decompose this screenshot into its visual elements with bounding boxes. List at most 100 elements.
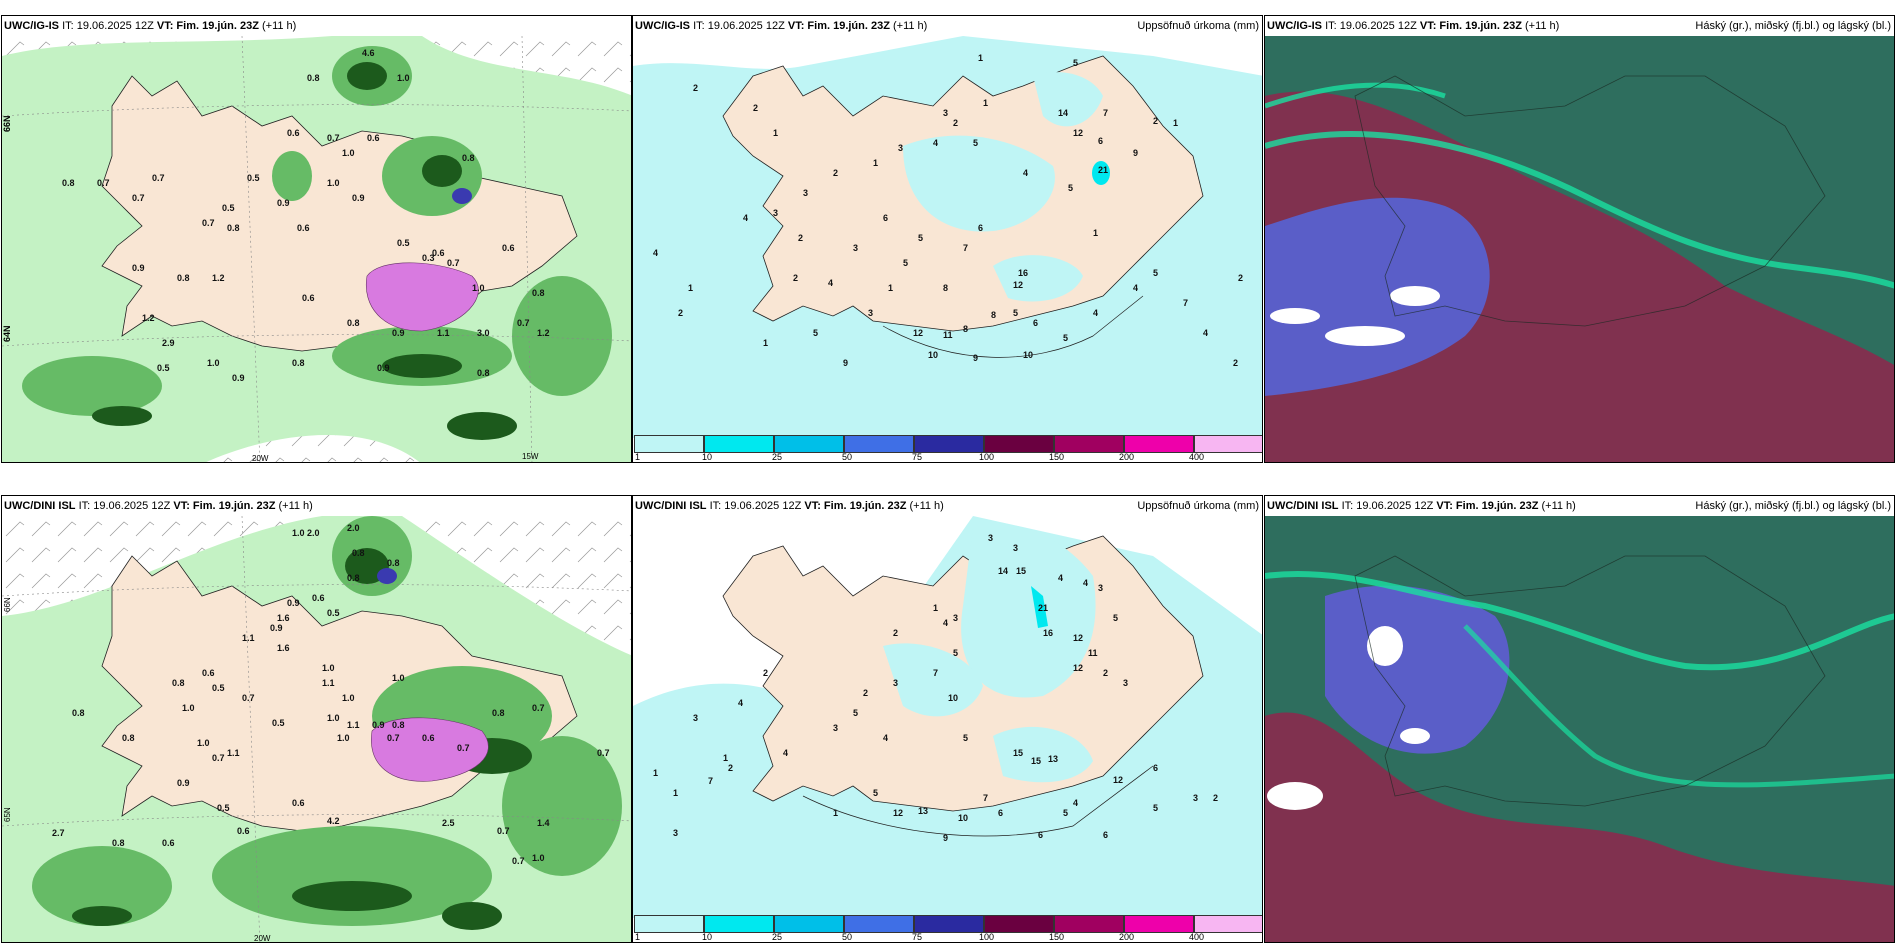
wind-value-label: 0.6: [297, 223, 310, 233]
wind-value-label: 0.7: [97, 178, 110, 188]
precip-value-label: 4: [1093, 308, 1098, 318]
panel-header: UWC/IG-IS IT: 19.06.2025 12Z VT: Fim. 19…: [2, 16, 631, 36]
lon-label-15w: 15W: [522, 452, 539, 461]
precip-value-label: 12: [1073, 128, 1083, 138]
wind-value-label: 0.9: [372, 720, 385, 730]
panel-clouds-ig-is: UWC/IG-IS IT: 19.06.2025 12Z VT: Fim. 19…: [1264, 15, 1895, 463]
precip-value-label: 10: [928, 350, 938, 360]
precip-value-label: 4: [1073, 798, 1078, 808]
lat-label-66n: 66N: [2, 115, 12, 132]
model-name: UWC/IG-IS: [4, 20, 59, 32]
precip-value-label: 1: [653, 768, 658, 778]
precip-value-label: 12: [913, 328, 923, 338]
precip-value-label: 8: [943, 283, 948, 293]
wind-value-label: 1.1: [347, 720, 360, 730]
precip-value-label: 5: [918, 233, 923, 243]
wind-value-label: 0.7: [212, 753, 225, 763]
clear-sky-patches: [1267, 626, 1430, 810]
precip-value-label: 1: [1093, 228, 1098, 238]
precip-value-label: 9: [1133, 148, 1138, 158]
precip-value-label: 3: [853, 243, 858, 253]
init-time: IT: 19.06.2025 12Z: [78, 500, 171, 512]
wind-value-label: 0.6: [237, 826, 250, 836]
precip-value-label: 3: [893, 678, 898, 688]
wind-value-label: 3.0: [477, 328, 490, 338]
precip-value-label: 8: [991, 310, 996, 320]
precip-value-label: 2: [893, 628, 898, 638]
precip-value-label: 4: [828, 278, 833, 288]
wind-value-label: 0.6: [312, 593, 325, 603]
precip-value-label: 6: [1153, 763, 1158, 773]
wind-value-label: 0.9: [377, 363, 390, 373]
wind-value-label: 0.7: [242, 693, 255, 703]
wind-value-label: 4.2: [327, 816, 340, 826]
wind-value-label: 1.0: [342, 693, 355, 703]
wind-value-label: 2.0: [307, 528, 320, 538]
precip-value-label: 6: [1033, 318, 1038, 328]
wind-value-label: 1.0: [327, 178, 340, 188]
model-name: UWC/IG-IS: [1267, 20, 1322, 32]
model-name: UWC/DINI ISL: [4, 500, 76, 512]
legend-swatch: [844, 915, 914, 933]
wind-value-label: 0.7: [387, 733, 400, 743]
precip-value-label: 4: [1133, 283, 1138, 293]
precip-value-label: 3: [833, 723, 838, 733]
lon-label-20w: 20W: [252, 454, 269, 463]
precip-value-label: 16: [1043, 628, 1053, 638]
precip-value-label: 10: [948, 693, 958, 703]
legend-swatch: [634, 435, 704, 453]
legend-tick: 75: [912, 452, 923, 462]
precip-value-label: 1: [873, 158, 878, 168]
precip-value-label: 11: [943, 330, 953, 340]
legend-swatch: [914, 435, 984, 453]
precip-value-label: 2: [1103, 668, 1108, 678]
precip-value-label: 6: [978, 223, 983, 233]
precip-value-label: 1: [673, 788, 678, 798]
precip-value-label: 2: [953, 118, 958, 128]
precip-legend: 1 10 25 50 75 100 150 200 400: [634, 915, 1262, 942]
wind-value-label: 0.8: [492, 708, 505, 718]
cloud-low-area: [1265, 712, 1894, 942]
lon-label-20w: 20W: [254, 934, 271, 943]
wind-value-label: 0.5: [327, 608, 340, 618]
wind-value-label: 1.0: [182, 703, 195, 713]
legend-tick: 150: [1049, 932, 1065, 942]
precip-value-label: 3: [953, 613, 958, 623]
precip-value-label: 4: [943, 618, 948, 628]
wind-value-label: 0.5: [247, 173, 260, 183]
precip-value-label: 6: [1098, 136, 1103, 146]
precip-value-label: 4: [1203, 328, 1208, 338]
precip-value-label: 21: [1038, 603, 1048, 613]
precip-value-label: 16: [1018, 268, 1028, 278]
legend-swatch: [984, 915, 1054, 933]
precip-value-label: 2: [678, 308, 683, 318]
panel-wind-ig-is: UWC/IG-IS IT: 19.06.2025 12Z VT: Fim. 19…: [1, 15, 632, 463]
lead-time: (+11 h): [278, 500, 313, 512]
precip-value-label: 6: [883, 213, 888, 223]
wind-value-label: 0.7: [327, 133, 340, 143]
coastline: [1354, 75, 1826, 327]
wind-value-label: 1.0: [342, 148, 355, 158]
precip-value-label: 13: [918, 806, 928, 816]
precip-value-label: 6: [998, 808, 1003, 818]
precip-value-label: 5: [1068, 183, 1073, 193]
cloud-edge-contour: [1265, 571, 1894, 671]
precip-max-area: [452, 188, 472, 204]
wind-value-label: 0.7: [132, 193, 145, 203]
precip-value-label: 2: [863, 688, 868, 698]
legend-swatch: [774, 915, 844, 933]
precip-value-label: 3: [673, 828, 678, 838]
precip-value-label: 5: [903, 258, 908, 268]
legend-swatch: [774, 435, 844, 453]
precip-value-label: 1: [723, 753, 728, 763]
model-name: UWC/DINI ISL: [635, 500, 707, 512]
lat-label-65n: 65N: [3, 807, 12, 822]
wind-value-label: 0.9: [132, 263, 145, 273]
wind-value-label: 0.8: [172, 678, 185, 688]
coastline: [1354, 555, 1826, 807]
wind-value-label: 0.6: [367, 133, 380, 143]
precip-value-label: 9: [843, 358, 848, 368]
